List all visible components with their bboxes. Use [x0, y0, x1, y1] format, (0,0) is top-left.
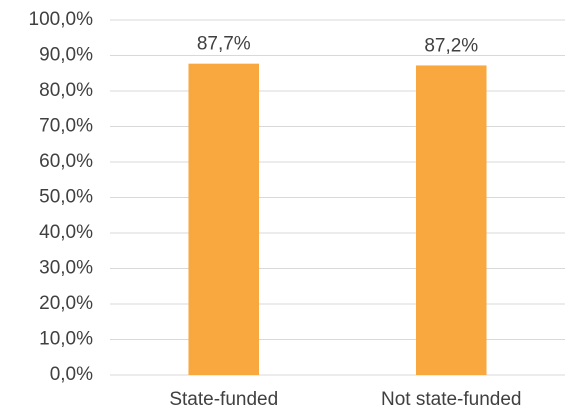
y-tick-label: 80,0% — [39, 80, 93, 101]
y-tick-label: 70,0% — [39, 116, 93, 137]
data-label: 87,2% — [424, 35, 478, 56]
bar — [415, 65, 487, 375]
y-tick-label: 0,0% — [50, 364, 93, 385]
x-tick-label: Not state-funded — [381, 389, 521, 410]
x-tick-label: State-funded — [169, 389, 278, 410]
y-tick-label: 40,0% — [39, 222, 93, 243]
y-tick-label: 50,0% — [39, 187, 93, 208]
y-tick-label: 60,0% — [39, 151, 93, 172]
y-tick-label: 90,0% — [39, 45, 93, 66]
y-tick-label: 10,0% — [39, 329, 93, 350]
data-label: 87,7% — [197, 34, 251, 55]
y-tick-label: 20,0% — [39, 293, 93, 314]
bar — [188, 63, 260, 375]
y-tick-label: 100,0% — [29, 9, 94, 30]
y-tick-label: 30,0% — [39, 258, 93, 279]
